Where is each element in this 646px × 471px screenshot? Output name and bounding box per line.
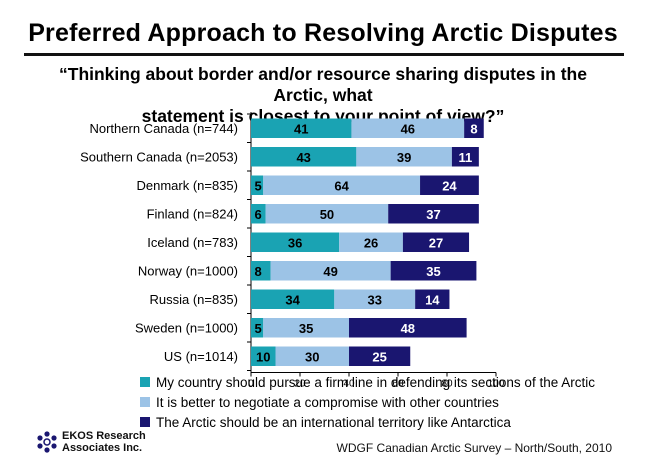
bar-segment <box>263 318 349 338</box>
category-label: Finland (n=824) <box>147 206 238 221</box>
data-label: 11 <box>459 150 473 165</box>
data-label: 30 <box>305 349 319 364</box>
category-label: Russia (n=835) <box>149 292 238 307</box>
bar-segment <box>251 147 357 167</box>
logo-line-2: Associates Inc. <box>62 442 143 454</box>
data-label: 46 <box>401 121 415 136</box>
data-label: 41 <box>294 121 308 136</box>
data-label: 64 <box>334 178 349 193</box>
data-label: 10 <box>256 349 270 364</box>
data-label: 43 <box>296 150 310 165</box>
data-label: 25 <box>372 349 386 364</box>
legend-entry: My country should pursue a firm line in … <box>140 372 620 392</box>
x-tick-label: 100 <box>488 379 505 390</box>
data-label: 39 <box>397 150 411 165</box>
title-divider <box>24 53 624 56</box>
bar-segment <box>351 118 465 138</box>
chart-legend: My country should pursue a firm line in … <box>140 372 620 432</box>
bar-segment <box>349 318 467 338</box>
bar-segment <box>251 261 271 281</box>
data-label: 35 <box>299 321 313 336</box>
bar-segment <box>356 147 452 167</box>
legend-swatch <box>140 417 150 427</box>
data-label: 49 <box>323 264 337 279</box>
bar-segment <box>402 232 470 252</box>
legend-label: It is better to negotiate a compromise w… <box>156 394 499 410</box>
category-label: Iceland (n=783) <box>147 235 238 250</box>
data-label: 33 <box>367 292 381 307</box>
bar-segment <box>265 204 389 224</box>
legend-entry: It is better to negotiate a compromise w… <box>140 392 620 412</box>
legend-label: My country should pursue a firm line in … <box>156 374 595 390</box>
category-label: US (n=1014) <box>164 349 238 364</box>
data-label: 8 <box>255 264 262 279</box>
bar-segment <box>349 346 411 366</box>
data-label: 5 <box>255 178 262 193</box>
data-label: 36 <box>288 235 302 250</box>
data-label: 27 <box>429 235 443 250</box>
bar-segment <box>270 261 391 281</box>
category-label: Denmark (n=835) <box>136 178 238 193</box>
bar-segment <box>275 346 349 366</box>
x-tick-label: 20 <box>294 379 306 390</box>
data-label: 26 <box>364 235 378 250</box>
data-label: 37 <box>426 207 440 222</box>
bar-segment <box>464 118 484 138</box>
bar-segment <box>451 147 479 167</box>
category-label: Sweden (n=1000) <box>135 320 238 335</box>
data-label: 24 <box>442 178 457 193</box>
data-label: 8 <box>470 121 477 136</box>
data-label: 35 <box>426 264 440 279</box>
bar-segment <box>420 175 479 195</box>
x-tick-label: 0 <box>248 379 254 390</box>
ekos-logo-icon <box>37 431 57 453</box>
source-note: WDGF Canadian Arctic Survey – North/Sout… <box>336 441 612 455</box>
x-tick-label: 40 <box>343 379 355 390</box>
legend-label: The Arctic should be an international te… <box>156 414 511 430</box>
bar-segment <box>251 118 352 138</box>
bar-segment <box>251 232 340 252</box>
data-label: 48 <box>401 321 415 336</box>
bar-segment <box>251 318 264 338</box>
bar-segment <box>251 289 335 309</box>
category-label: Southern Canada (n=2053) <box>80 149 238 164</box>
bar-segment <box>339 232 403 252</box>
legend-swatch <box>140 397 150 407</box>
chart-subtitle: “Thinking about border and/or resource s… <box>30 64 616 127</box>
chart-title: Preferred Approach to Resolving Arctic D… <box>28 19 618 47</box>
bar-segment <box>251 204 266 224</box>
logo-text: EKOS Research Associates Inc. <box>62 430 146 454</box>
category-label: Northern Canada (n=744) <box>89 121 238 136</box>
logo-line-1: EKOS Research <box>62 430 146 442</box>
x-tick-label: 60 <box>392 379 404 390</box>
data-label: 14 <box>425 292 440 307</box>
legend-swatch <box>140 377 150 387</box>
bar-segment <box>415 289 450 309</box>
subtitle-line-1: “Thinking about border and/or resource s… <box>59 64 587 105</box>
ekos-logo: EKOS Research Associates Inc. <box>36 430 146 454</box>
bar-segment <box>334 289 416 309</box>
x-tick-label: 80 <box>441 379 453 390</box>
bar-segment <box>388 204 479 224</box>
bar-segment <box>390 261 477 281</box>
data-label: 50 <box>320 207 334 222</box>
bar-segment <box>251 346 276 366</box>
bar-segment <box>251 175 264 195</box>
data-label: 6 <box>255 207 262 222</box>
bar-segment <box>263 175 421 195</box>
category-label: Norway (n=1000) <box>138 263 238 278</box>
legend-entry: The Arctic should be an international te… <box>140 412 620 432</box>
data-label: 34 <box>285 292 300 307</box>
data-label: 5 <box>255 321 262 336</box>
